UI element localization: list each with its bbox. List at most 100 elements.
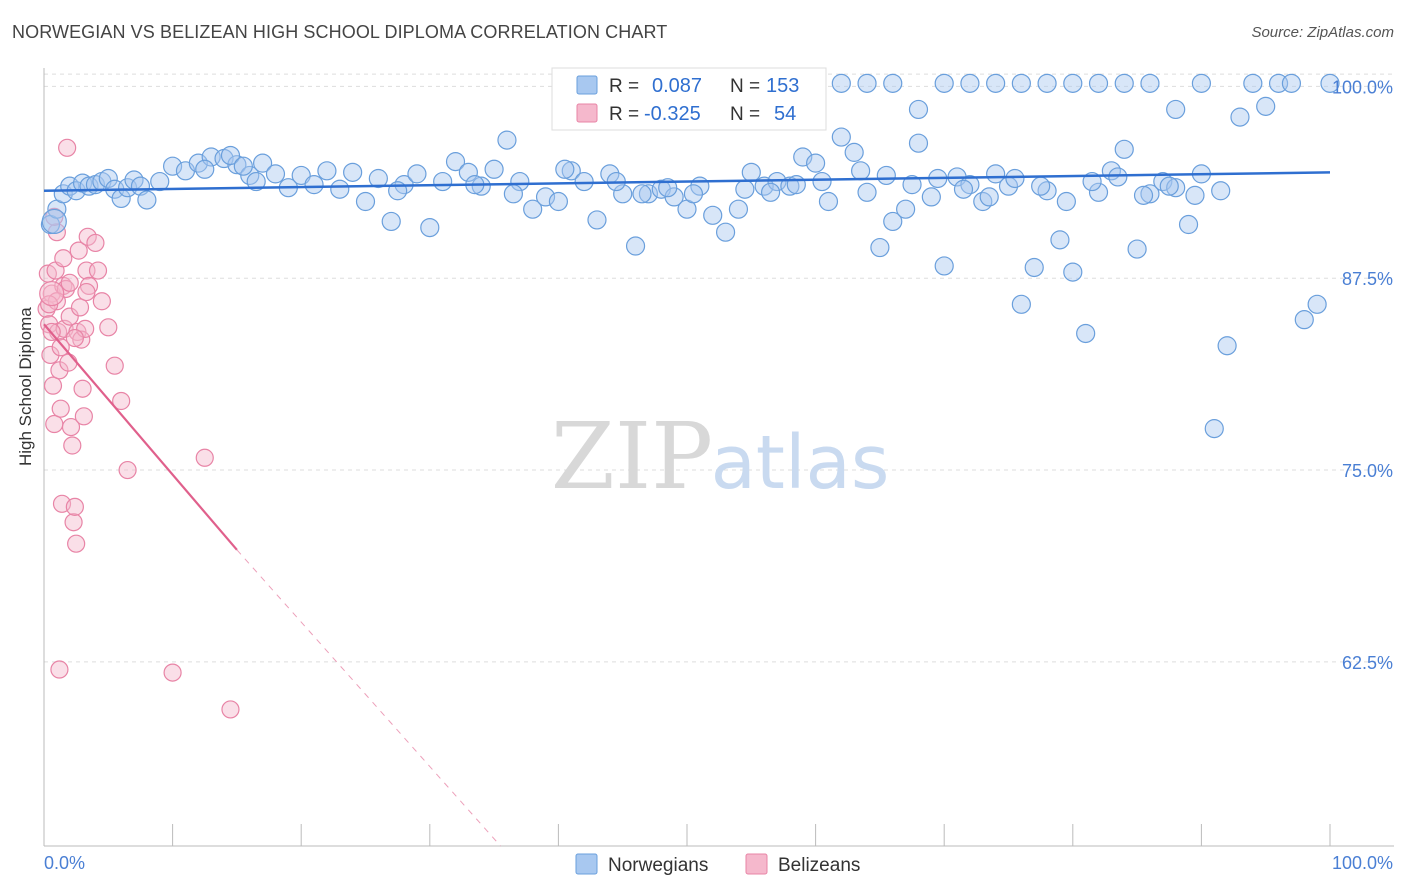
belizeans-points <box>37 138 240 719</box>
norwegians-point-70 <box>831 127 851 147</box>
norwegians-point-121 <box>1088 73 1109 93</box>
norwegians-point-41 <box>458 162 478 182</box>
belizeans-point-6 <box>45 414 64 434</box>
norwegians-point-15 <box>137 190 157 210</box>
norwegians-point-94 <box>1140 184 1160 204</box>
norwegians-point-72 <box>857 182 877 202</box>
norwegians-point-97 <box>1178 214 1199 235</box>
norwegians-point-34 <box>368 168 388 189</box>
norwegians-point-140 <box>812 171 832 192</box>
belizeans-point-38 <box>112 391 131 411</box>
norwegians-point-90 <box>1088 182 1109 202</box>
norwegians-point-30 <box>317 161 337 181</box>
legend-r-label-2: R = <box>609 104 639 125</box>
norwegians-point-96 <box>1166 178 1186 198</box>
legend-n-label-1: N = <box>730 76 760 97</box>
belizeans-point-large <box>39 280 65 307</box>
belizeans-point-29 <box>74 407 93 426</box>
norwegians-point-100 <box>1217 336 1237 356</box>
axes <box>43 68 1394 847</box>
norwegians-point-71 <box>844 142 864 162</box>
belizeans-point-25 <box>69 241 88 260</box>
norwegians-point-49 <box>561 161 581 181</box>
norwegians-point-114 <box>908 99 929 120</box>
series-legend: Norwegians Belizeans <box>575 853 860 876</box>
belizeans-point-39 <box>118 460 137 480</box>
norwegians-point-61 <box>715 222 736 242</box>
bottom-legend-swatch-norwegians <box>575 853 598 875</box>
norwegians-point-44 <box>497 130 517 150</box>
norwegians-point-16 <box>150 171 170 192</box>
norwegians-point-87 <box>1050 230 1070 250</box>
belizeans-point-5 <box>43 376 63 395</box>
legend-n-value-2: 54 <box>774 103 796 125</box>
belizeans-point-19 <box>61 417 81 437</box>
norwegians-point-75 <box>896 199 916 219</box>
norwegians-point-50 <box>574 171 594 192</box>
norwegians-point-118 <box>1011 73 1031 93</box>
norwegians-point-68 <box>805 153 826 173</box>
norwegians-point-113 <box>883 73 903 93</box>
norwegians-point-26 <box>265 164 286 184</box>
norwegians-point-43 <box>484 159 504 179</box>
belizeans-point-11 <box>51 399 70 418</box>
belizeans-point-48 <box>50 660 69 679</box>
norwegians-point-large <box>41 208 67 235</box>
norwegians-point-116 <box>960 73 980 93</box>
norwegians-point-55 <box>638 184 659 204</box>
trend-lines <box>43 171 1331 847</box>
norwegians-point-146 <box>979 187 999 207</box>
norwegians-point-101 <box>1230 107 1250 127</box>
watermark-zip: ZIP <box>551 403 713 510</box>
source-label: Source: ZipAtlas.com <box>1251 24 1394 41</box>
belizeans-point-28 <box>73 379 92 398</box>
norwegians-point-117 <box>986 73 1006 93</box>
norwegians-point-32 <box>343 162 363 182</box>
norwegians-point-106 <box>1294 310 1314 330</box>
norwegians-point-88 <box>1063 262 1083 282</box>
norwegians-point-119 <box>1037 73 1057 93</box>
norwegians-points <box>40 73 1340 439</box>
norwegians-trend-line <box>43 171 1331 193</box>
norwegians-point-151 <box>1108 167 1128 187</box>
norwegians-point-77 <box>921 187 941 207</box>
belizeans-point-30 <box>76 319 95 338</box>
norwegians-point-138 <box>760 182 781 202</box>
norwegians-point-73 <box>870 237 890 258</box>
norwegians-point-153 <box>1159 176 1179 196</box>
norwegians-point-136 <box>683 184 704 204</box>
legend-n-value-1: 153 <box>766 75 799 97</box>
norwegians-point-74 <box>883 211 903 232</box>
norwegians-point-131 <box>503 184 523 204</box>
norwegians-point-152 <box>1133 185 1154 205</box>
norwegians-point-111 <box>831 73 851 93</box>
belizeans-point-26 <box>70 298 90 317</box>
norwegians-point-48 <box>548 191 569 212</box>
norwegians-point-45 <box>510 171 530 192</box>
norwegians-point-35 <box>381 211 401 232</box>
y-tick-label-0: 100.0% <box>1332 77 1393 97</box>
norwegians-point-63 <box>741 162 761 182</box>
norwegians-point-92 <box>1114 139 1134 159</box>
y-tick-label-1: 87.5% <box>1342 269 1393 289</box>
norwegians-point-115 <box>934 73 954 93</box>
norwegians-point-148 <box>1031 176 1051 196</box>
legend-swatch-norwegians <box>576 75 598 95</box>
norwegians-point-132 <box>555 159 575 179</box>
norwegians-point-53 <box>613 184 633 204</box>
belizeans-point-23 <box>67 534 86 553</box>
belizeans-point-43 <box>65 328 84 348</box>
bottom-legend-swatch-belizeans <box>745 853 768 875</box>
bottom-legend-norwegians: Norwegians <box>608 855 708 876</box>
belizeans-point-41 <box>54 249 73 268</box>
norwegians-point-103 <box>1256 96 1276 116</box>
legend-r-value-1: 0.087 <box>652 75 702 97</box>
norwegians-point-154 <box>1185 185 1205 205</box>
watermark-atlas: atlas <box>711 420 890 506</box>
norwegians-point-99 <box>1204 419 1224 439</box>
norwegians-point-29 <box>304 175 324 195</box>
belizeans-point-42 <box>60 273 79 292</box>
norwegians-point-33 <box>355 191 376 212</box>
norwegians-point-137 <box>735 179 755 199</box>
belizeans-point-20 <box>63 436 82 455</box>
